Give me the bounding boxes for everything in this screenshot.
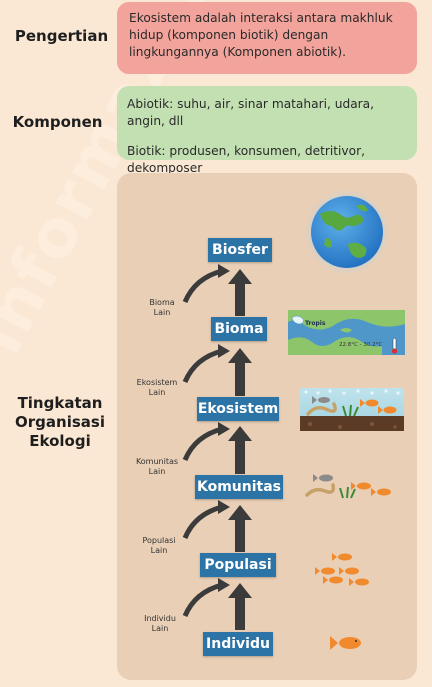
lain-label-komunitas: Komunitas Lain	[130, 457, 184, 477]
lain-populasi-line2: Lain	[150, 546, 168, 555]
populasi-image	[315, 553, 369, 586]
curved-arrows	[182, 268, 223, 618]
lain-label-bioma: Bioma Lain	[140, 298, 184, 318]
pengertian-text: Ekosistem adalah interaksi antara makhlu…	[129, 11, 393, 59]
lain-ekosistem-line2: Lain	[148, 388, 166, 397]
globe-icon	[303, 188, 391, 276]
lain-ekosistem-line1: Ekosistem	[136, 378, 178, 387]
vertical-arrows	[228, 269, 252, 630]
curve-head-2	[218, 500, 230, 514]
tingkatan-label: Tingkatan Organisasi Ekologi	[10, 394, 110, 451]
curve-head-5	[218, 264, 230, 278]
individu-fish-icon	[330, 636, 361, 650]
level-bioma: Bioma	[211, 317, 267, 341]
curve-bioma-lain	[182, 268, 223, 304]
tingkatan-label-line1: Tingkatan	[17, 394, 103, 412]
lain-individu-line1: Individu	[144, 614, 176, 623]
lain-individu-line2: Lain	[151, 624, 169, 633]
tingkatan-label-line3: Ekologi	[29, 432, 91, 450]
level-biosfer: Biosfer	[208, 238, 272, 262]
level-populasi: Populasi	[200, 553, 276, 577]
komponen-box: Abiotik: suhu, air, sinar matahari, udar…	[117, 86, 417, 175]
curve-populasi-lain	[182, 504, 223, 540]
arrow-ekosistem-bioma	[228, 348, 252, 396]
tingkatan-label-line2: Organisasi	[15, 413, 105, 431]
curve-komunitas-lain	[182, 426, 223, 462]
biotik-text: Biotik: produsen, konsumen, detritivor, …	[127, 144, 365, 175]
komponen-label: Komponen	[12, 113, 103, 131]
arrow-komunitas-ekosistem	[228, 426, 252, 474]
lain-bioma-line1: Bioma	[149, 298, 175, 307]
curve-ekosistem-lain	[182, 348, 223, 384]
bioma-map-label: Tropis	[305, 320, 326, 327]
curve-head-4	[218, 344, 230, 358]
bioma-map-image	[288, 310, 405, 355]
abiotik-text: Abiotik: suhu, air, sinar matahari, udar…	[127, 97, 375, 128]
komunitas-image	[305, 474, 391, 499]
ecosystem-image	[300, 388, 404, 431]
lain-komunitas-line1: Komunitas	[135, 457, 179, 466]
lain-populasi-line1: Populasi	[142, 536, 176, 545]
arrow-bioma-biosfer	[228, 269, 252, 316]
pengertian-box: Ekosistem adalah interaksi antara makhlu…	[117, 2, 417, 74]
bioma-temp-label: 22.8°C - 30.2°C	[339, 342, 383, 348]
curve-head-3	[218, 422, 230, 436]
lain-label-populasi: Populasi Lain	[134, 536, 184, 556]
lain-komunitas-line2: Lain	[148, 467, 166, 476]
curve-head-1	[218, 578, 230, 592]
level-komunitas: Komunitas	[195, 475, 283, 499]
level-individu: Individu	[203, 632, 273, 656]
level-ekosistem: Ekosistem	[197, 397, 279, 421]
arrow-individu-populasi	[228, 583, 252, 630]
pengertian-label: Pengertian	[14, 27, 109, 45]
arrow-populasi-komunitas	[228, 505, 252, 552]
lain-label-individu: Individu Lain	[136, 614, 184, 634]
lain-label-ekosistem: Ekosistem Lain	[130, 378, 184, 398]
curve-individu-lain	[182, 582, 223, 618]
lain-bioma-line2: Lain	[153, 308, 171, 317]
